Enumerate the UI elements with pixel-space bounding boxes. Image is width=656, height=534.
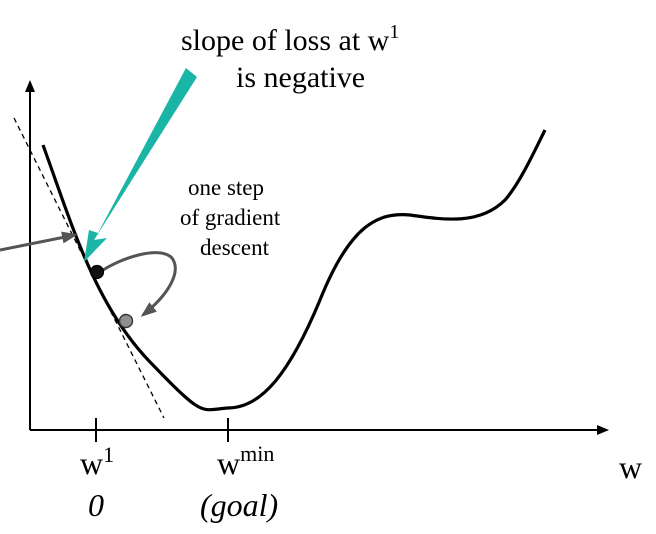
tangent-pointer-arrow — [0, 231, 78, 252]
wmin-sub-label: (goal) — [200, 487, 278, 523]
tangent-line — [13, 117, 165, 419]
x-axis-label: w — [619, 449, 642, 485]
step-curved-arrow — [99, 251, 177, 317]
wmin-label: wmin — [217, 441, 274, 481]
current-point-w1 — [89, 264, 105, 280]
slope-annotation-line2: is negative — [236, 61, 365, 94]
slope-annotation: slope of loss at w1 — [181, 21, 399, 57]
slope-callout-arrow — [84, 68, 197, 262]
next-point — [118, 313, 134, 329]
step-annotation-line2: of gradient — [180, 205, 281, 230]
w1-label: w1 — [80, 442, 114, 481]
step-annotation-line3: descent — [200, 235, 270, 260]
w1-sub-label: 0 — [88, 487, 104, 523]
step-annotation-line1: one step — [188, 175, 264, 200]
loss-curve — [41, 129, 547, 412]
